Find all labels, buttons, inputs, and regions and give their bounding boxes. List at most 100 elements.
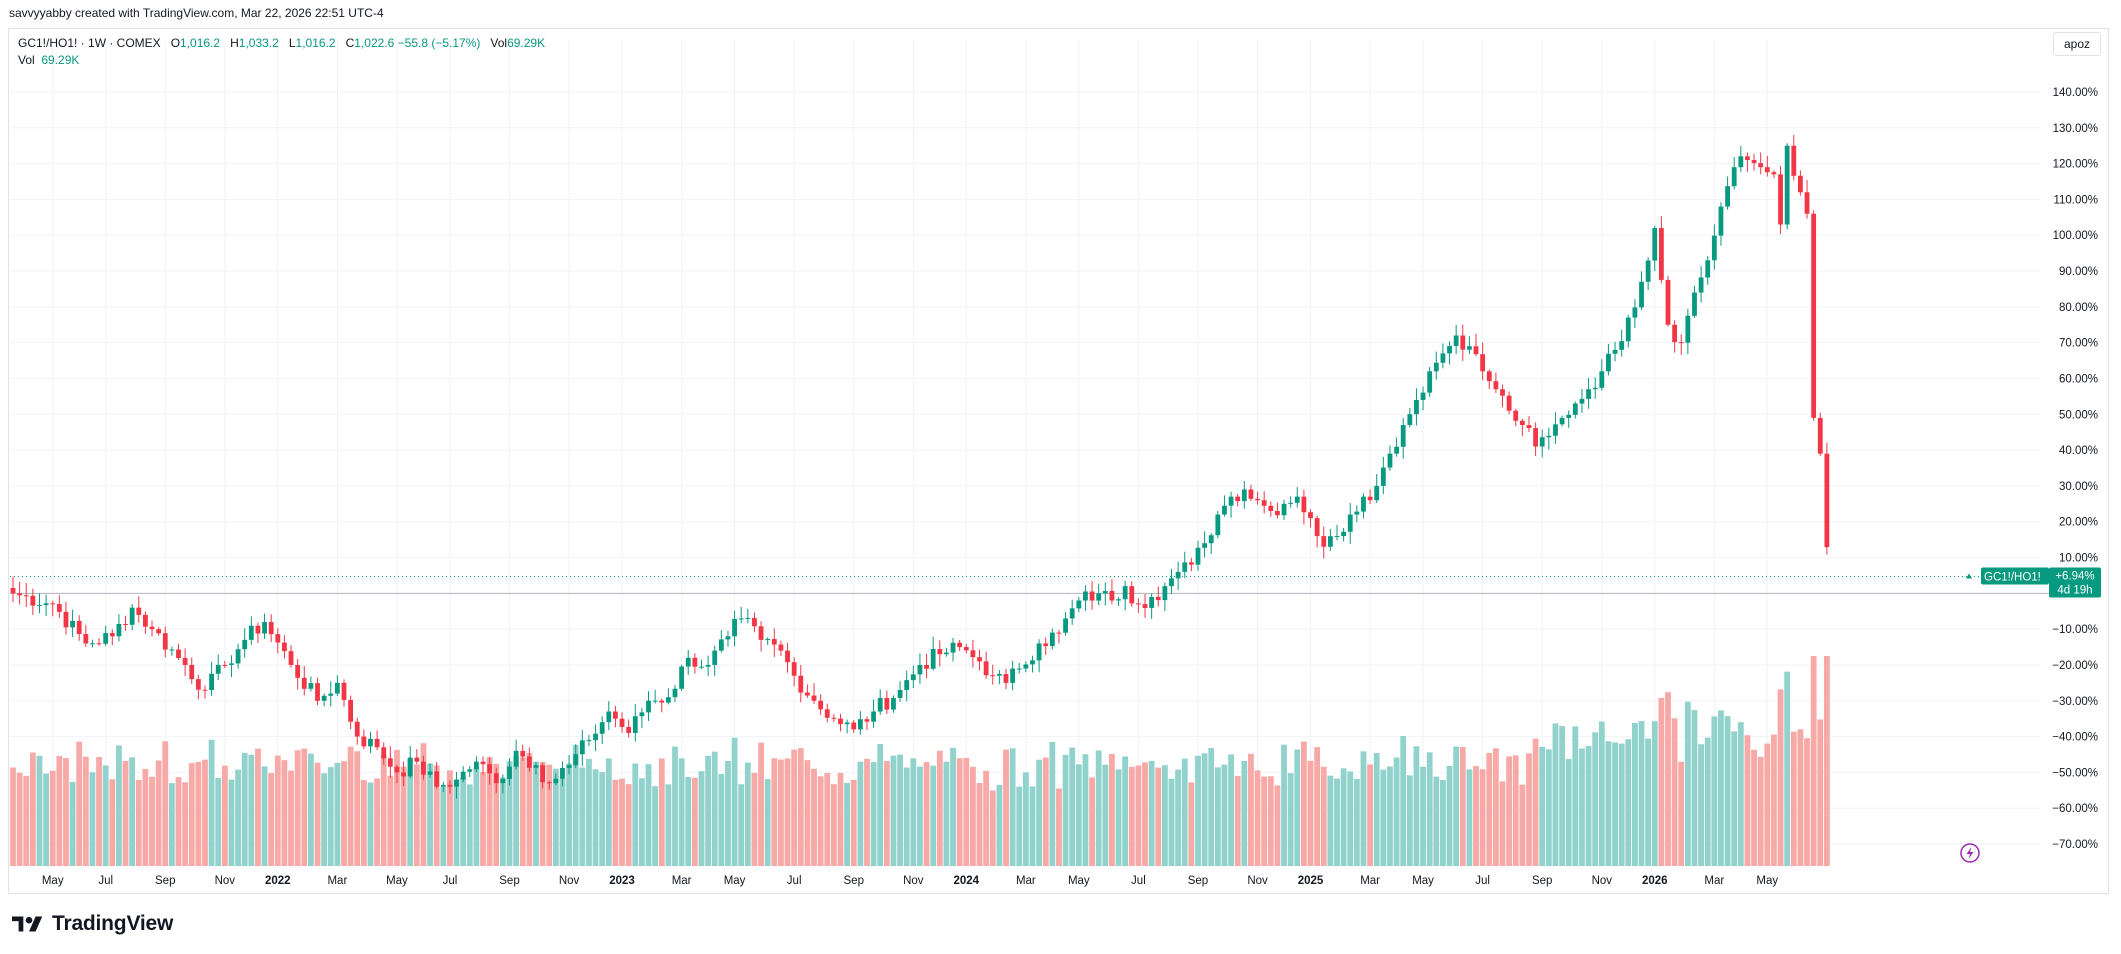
candle-body[interactable] [83,633,89,644]
candle-body[interactable] [493,773,499,784]
candle-body[interactable] [275,634,281,643]
candle-body[interactable] [480,761,486,765]
candle-body[interactable] [758,626,764,640]
candle-body[interactable] [1261,500,1267,506]
candle-body[interactable] [844,722,850,725]
candle-body[interactable] [1427,371,1433,393]
candle-body[interactable] [242,639,248,650]
candle-body[interactable] [1354,511,1360,515]
candle-body[interactable] [1063,618,1068,633]
candle-body[interactable] [334,682,340,694]
candle-body[interactable] [282,642,287,652]
candle-body[interactable] [387,758,393,767]
candle-body[interactable] [864,719,870,722]
candle-body[interactable] [1228,496,1234,506]
candle-body[interactable] [930,649,936,669]
candle-body[interactable] [474,761,479,770]
candle-body[interactable] [1745,156,1750,161]
candle-body[interactable] [910,674,916,681]
candle-body[interactable] [407,757,413,777]
candle-body[interactable] [176,649,181,659]
candle-body[interactable] [1692,292,1697,316]
candle-body[interactable] [904,680,910,691]
candle-body[interactable] [838,718,843,725]
candle-body[interactable] [23,595,29,597]
candle-body[interactable] [70,620,75,628]
candle-body[interactable] [76,620,82,634]
candle-body[interactable] [1361,496,1366,512]
candle-body[interactable] [1294,496,1300,503]
candle-body[interactable] [983,661,989,676]
candle-body[interactable] [1155,596,1161,601]
candle-body[interactable] [1533,428,1538,447]
candle-body[interactable] [308,683,314,689]
candle-body[interactable] [1500,389,1505,396]
candle-body[interactable] [103,633,109,644]
scale-mode-button[interactable]: apoz [2053,32,2101,56]
candle-body[interactable] [1241,489,1247,502]
candle-body[interactable] [977,657,982,662]
candle-body[interactable] [1129,586,1135,604]
candle-body[interactable] [1195,547,1201,565]
candle-body[interactable] [765,639,771,641]
chart-pane[interactable] [8,28,2109,894]
candle-body[interactable] [56,604,62,612]
candle-body[interactable] [996,674,1002,676]
candle-body[interactable] [1559,417,1565,425]
candle-body[interactable] [1566,414,1572,418]
candle-body[interactable] [1122,586,1128,600]
candle-body[interactable] [500,778,506,784]
candle-body[interactable] [1480,354,1486,372]
candle-body[interactable] [1414,399,1419,415]
candle-body[interactable] [613,711,618,719]
candle-body[interactable] [533,765,539,768]
candle-body[interactable] [1142,604,1148,608]
candle-body[interactable] [1334,536,1340,538]
candle-body[interactable] [579,740,585,755]
candle-body[interactable] [434,771,440,787]
candle-body[interactable] [1169,578,1174,587]
candle-body[interactable] [1725,186,1730,207]
candle-body[interactable] [1043,643,1049,647]
candle-body[interactable] [123,623,128,625]
candle-body[interactable] [593,733,598,741]
candle-body[interactable] [440,784,446,787]
candle-body[interactable] [348,699,354,722]
candle-body[interactable] [381,747,387,759]
candle-body[interactable] [672,688,678,698]
candle-body[interactable] [1182,562,1188,572]
candle-body[interactable] [1341,531,1347,537]
candle-body[interactable] [1493,381,1499,390]
candle-body[interactable] [1096,593,1102,601]
candle-body[interactable] [454,779,459,787]
candle-body[interactable] [1586,389,1591,399]
candle-body[interactable] [17,593,23,596]
candle-body[interactable] [513,750,519,767]
candle-body[interactable] [1519,420,1525,426]
candle-body[interactable] [798,675,804,693]
candle-body[interactable] [1162,586,1168,601]
candle-body[interactable] [467,769,473,772]
candle-body[interactable] [1023,664,1029,669]
candle-body[interactable] [1467,346,1472,350]
candle-body[interactable] [1235,496,1241,502]
candle-body[interactable] [1711,235,1717,261]
candle-body[interactable] [520,750,526,757]
candle-body[interactable] [262,621,267,634]
candle-body[interactable] [1069,608,1075,619]
candle-body[interactable] [639,712,645,717]
candle-body[interactable] [857,719,863,730]
candle-body[interactable] [50,603,56,605]
candle-body[interactable] [573,754,579,766]
candle-body[interactable] [1175,571,1181,579]
candle-body[interactable] [553,778,559,784]
candle-body[interactable] [1473,346,1479,355]
candle-body[interactable] [705,664,711,667]
candle-body[interactable] [1506,395,1512,411]
candle-body[interactable] [1248,489,1254,499]
candle-body[interactable] [824,709,830,718]
candle-body[interactable] [646,700,651,713]
candle-body[interactable] [1420,392,1426,400]
candle-body[interactable] [1010,668,1016,683]
